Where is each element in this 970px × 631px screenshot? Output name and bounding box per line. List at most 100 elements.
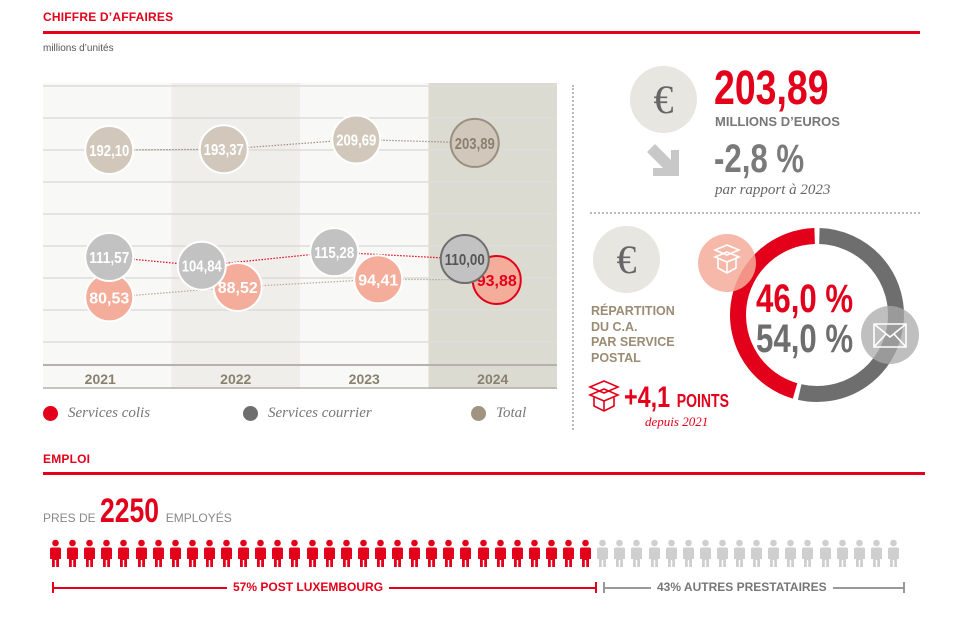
- parcel-box-icon: [698, 234, 756, 292]
- total-point: 193,37: [198, 124, 249, 175]
- points-reference: depuis 2021: [645, 414, 709, 429]
- colis-bubble: [353, 254, 404, 305]
- person-icon-post: [49, 539, 62, 567]
- person-icon-other: [699, 539, 712, 567]
- person-icon-post: [323, 539, 336, 567]
- year-tick-label: 2023: [349, 371, 380, 387]
- person-icon-other: [716, 539, 729, 567]
- person-icon-post: [579, 539, 592, 567]
- total-bubble: [84, 125, 135, 175]
- horizontal-separator: [590, 212, 920, 214]
- courrier-point: 115,28: [309, 227, 360, 278]
- person-icon-other: [784, 539, 797, 567]
- person-icon-post: [66, 539, 79, 567]
- section-rule: [43, 472, 925, 475]
- colis-point: 80,53: [84, 272, 135, 323]
- person-icon-post: [340, 539, 353, 567]
- person-icon-post: [357, 539, 370, 567]
- section-title-emploi: EMPLOI: [43, 452, 91, 466]
- split-label: RÉPARTITION DU C.A. PAR SERVICE POSTAL: [591, 304, 675, 366]
- total-bubble: [331, 114, 382, 165]
- person-icon-post: [306, 539, 319, 567]
- colis-data-label: 80,53: [89, 290, 129, 307]
- person-icon-post: [391, 539, 404, 567]
- legend-colis-label: Services colis: [68, 405, 151, 421]
- person-icon-other: [630, 539, 643, 567]
- total-point: 203,89: [449, 117, 500, 168]
- section-rule: [43, 31, 920, 34]
- employee-suffix: EMPLOYÉS: [165, 511, 232, 525]
- post-range: 57% POST LUXEMBOURG: [52, 580, 597, 594]
- euro-icon: €: [593, 226, 660, 293]
- revenue-change: -2,8 %: [714, 137, 830, 181]
- year-tick-label: 2021: [85, 371, 116, 387]
- split-label-line: POSTAL: [591, 350, 641, 365]
- person-icon-post: [459, 539, 472, 567]
- person-icon-other: [767, 539, 780, 567]
- other-range: 43% AUTRES PRESTATAIRES: [603, 580, 905, 594]
- person-icon-other: [733, 539, 746, 567]
- revenue-unit: MILLIONS D’EUROS: [715, 114, 840, 129]
- total-data-label: 209,69: [336, 132, 376, 149]
- revenue-amount: 203,89: [714, 64, 861, 114]
- envelope-icon-lines: [873, 323, 907, 348]
- legend-total-swatch: [471, 406, 486, 421]
- person-icon-other: [887, 539, 900, 567]
- person-icon-post: [408, 539, 421, 567]
- person-icon-other: [870, 539, 883, 567]
- points-unit: POINTS: [676, 391, 729, 411]
- person-icon-other: [819, 539, 832, 567]
- courrier-data-label: 110,00: [445, 252, 485, 269]
- person-icon-post: [271, 539, 284, 567]
- person-icon-post: [528, 539, 541, 567]
- colis-arc: [730, 228, 816, 399]
- total-point: 209,69: [331, 114, 382, 165]
- person-icon-post: [288, 539, 301, 567]
- employee-count-line: PRES DE 2250 EMPLOYÉS: [43, 494, 232, 528]
- person-icon-post: [237, 539, 250, 567]
- person-icon-other: [853, 539, 866, 567]
- colis-data-label: 88,52: [218, 280, 258, 297]
- change-reference: par rapport à 2023: [715, 182, 831, 198]
- courrier-bubble: [309, 227, 360, 278]
- colis-data-label: 93,88: [477, 273, 517, 290]
- person-icon-post: [100, 539, 113, 567]
- employee-count-text: 2250: [99, 492, 159, 530]
- parcel-box-icon: [587, 380, 621, 412]
- person-icon-post: [254, 539, 267, 567]
- person-icon-post: [425, 539, 438, 567]
- points-value: +4,1: [624, 381, 671, 414]
- courrier-share-text: 54,0 %: [756, 317, 854, 361]
- colis-point: 94,41: [353, 254, 404, 305]
- legend-total-label: Total: [496, 405, 527, 421]
- person-icon-post: [203, 539, 216, 567]
- person-icon-post: [494, 539, 507, 567]
- year-tick-label: 2024: [477, 371, 508, 387]
- person-icon-other: [648, 539, 661, 567]
- total-data-label: 193,37: [204, 142, 244, 159]
- courrier-point: 111,57: [84, 232, 135, 282]
- envelope-icon-bg: [861, 306, 919, 364]
- person-icon-post: [562, 539, 575, 567]
- year-tick-label: 2022: [220, 371, 251, 387]
- legend-courrier-label: Services courrier: [268, 405, 372, 421]
- courrier-data-label: 115,28: [314, 245, 354, 262]
- split-label-line: PAR SERVICE: [591, 335, 675, 349]
- person-icon-post: [477, 539, 490, 567]
- person-icon-other: [750, 539, 763, 567]
- colis-share: 46,0 %: [756, 278, 881, 320]
- euro-icon: €: [630, 66, 697, 133]
- split-label-line: DU C.A.: [591, 319, 638, 334]
- courrier-bubble: [176, 240, 227, 291]
- person-icon-other: [682, 539, 695, 567]
- person-icon-post: [220, 539, 233, 567]
- vertical-separator: [572, 85, 574, 430]
- person-icon-post: [545, 539, 558, 567]
- parcel-icon-lines: [712, 244, 742, 274]
- revenue-change-text: -2,8 %: [714, 137, 805, 181]
- colis-data-label: 94,41: [358, 272, 398, 289]
- person-icon-post: [169, 539, 182, 567]
- person-icon-other: [836, 539, 849, 567]
- employee-prefix: PRES DE: [43, 511, 96, 525]
- legend-colis: Services colis: [43, 405, 150, 422]
